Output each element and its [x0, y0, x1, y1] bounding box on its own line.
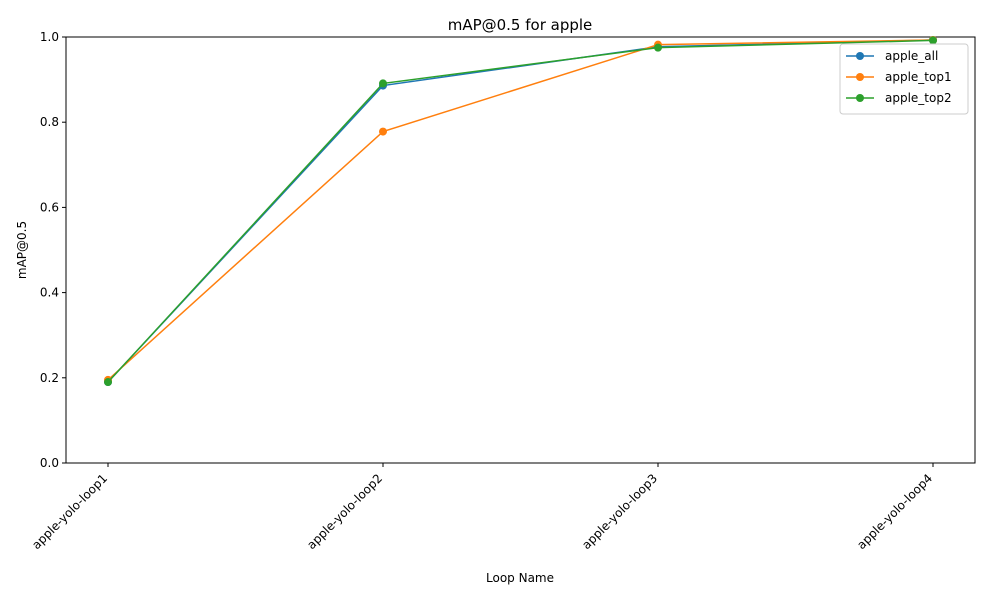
legend-swatch-marker: [856, 52, 864, 60]
data-point: [379, 127, 387, 136]
x-tick-label: apple-yolo-loop1: [29, 471, 110, 552]
legend-swatch-marker: [856, 94, 864, 102]
legend-label: apple_top2: [885, 91, 952, 105]
legend-box: [839, 43, 969, 115]
legend-swatch-marker: [856, 73, 864, 81]
data-point: [379, 79, 387, 88]
legend: apple_all apple_top1 apple_top2: [839, 43, 969, 115]
y-tick-label: 0.8: [40, 115, 59, 129]
y-tick-label: 0.0: [40, 456, 59, 470]
y-tick-label: 1.0: [40, 30, 59, 44]
x-axis-label: Loop Name: [486, 571, 554, 585]
y-axis-label: mAP@0.5: [15, 221, 29, 279]
legend-item-apple_top2: apple_top2: [846, 91, 952, 105]
series-layer: [104, 35, 937, 387]
legend-item-apple_all: apple_all: [846, 49, 938, 63]
chart-title: mAP@0.5 for apple: [448, 16, 593, 34]
series-line: [107, 39, 934, 381]
plot-area: [65, 36, 976, 464]
y-axis: 0.0 0.2 0.4 0.6 0.8 1.0: [40, 30, 66, 470]
legend-label: apple_top1: [885, 70, 952, 84]
legend-item-apple_top1: apple_top1: [846, 70, 952, 84]
y-tick-label: 0.2: [40, 371, 59, 385]
data-point: [654, 43, 662, 52]
y-tick-label: 0.4: [40, 286, 59, 300]
x-tick-label: apple-yolo-loop2: [304, 471, 385, 552]
series-apple_top2: [104, 36, 937, 387]
data-point: [104, 378, 112, 387]
legend-label: apple_all: [885, 49, 938, 63]
series-line: [107, 39, 934, 383]
x-tick-label: apple-yolo-loop3: [579, 471, 660, 552]
x-tick-label: apple-yolo-loop4: [854, 471, 935, 552]
data-point: [929, 36, 937, 45]
y-tick-label: 0.6: [40, 200, 59, 214]
x-axis: apple-yolo-loop1 apple-yolo-loop2 apple-yo…: [29, 463, 935, 552]
